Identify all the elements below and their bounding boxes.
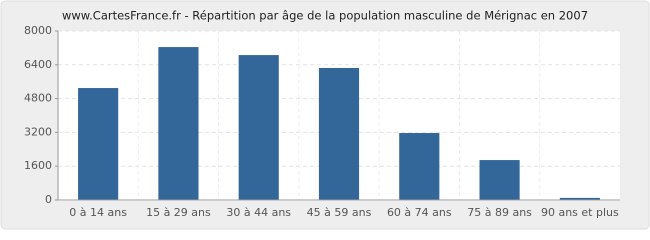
- x-tick-label: 45 à 59 ans: [307, 206, 372, 219]
- y-tick-label: 1600: [24, 159, 52, 172]
- chart: www.CartesFrance.fr - Répartition par âg…: [0, 0, 650, 230]
- page: {"chart_data": {"type": "bar", "title": …: [0, 0, 650, 230]
- bar: [78, 88, 119, 200]
- bar: [479, 160, 520, 200]
- x-tick-label: 30 à 44 ans: [226, 206, 291, 219]
- y-tick-label: 6400: [24, 58, 52, 71]
- x-tick-label: 15 à 29 ans: [146, 206, 211, 219]
- y-tick-label: 4800: [24, 92, 52, 105]
- y-tick-label: 8000: [24, 24, 52, 37]
- chart-title: www.CartesFrance.fr - Répartition par âg…: [62, 9, 588, 23]
- x-tick-label: 60 à 74 ans: [387, 206, 452, 219]
- bar: [399, 133, 440, 200]
- bar: [559, 197, 600, 200]
- x-tick-label: 0 à 14 ans: [69, 206, 127, 219]
- bar: [238, 55, 279, 200]
- bar: [318, 67, 360, 200]
- x-tick-label: 90 ans et plus: [541, 206, 619, 219]
- bar: [158, 47, 199, 201]
- y-tick-label: 3200: [24, 125, 52, 138]
- x-tick-label: 75 à 89 ans: [467, 206, 532, 219]
- y-tick-label: 0: [45, 193, 52, 206]
